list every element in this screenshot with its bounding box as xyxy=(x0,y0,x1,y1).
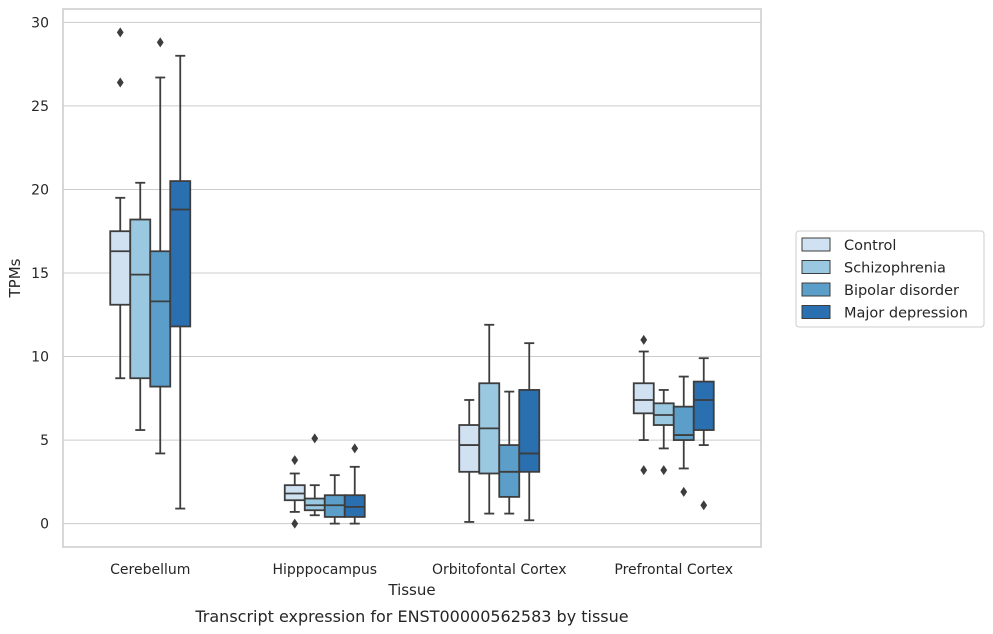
outlier-point xyxy=(116,27,124,38)
box xyxy=(109,230,132,306)
box-series-group xyxy=(169,54,715,525)
outlier-point xyxy=(311,433,319,444)
legend-label: Bipolar disorder xyxy=(844,283,959,299)
outlier-point xyxy=(291,455,299,466)
y-axis-label: TPMs xyxy=(6,258,24,298)
box xyxy=(692,380,715,431)
outlier-point xyxy=(660,465,668,476)
outlier-point xyxy=(351,443,359,454)
outlier-point xyxy=(640,334,648,345)
box-series-group xyxy=(149,37,695,525)
y-tick-label: 30 xyxy=(31,15,49,31)
box xyxy=(149,250,172,388)
y-tick-label: 0 xyxy=(40,517,49,533)
x-tick-label: Orbitofontal Cortex xyxy=(432,562,567,578)
y-axis-ticks: 0 5 10 15 20 25 30 xyxy=(31,15,49,532)
outlier-point xyxy=(116,77,124,88)
x-axis-label: Tissue xyxy=(387,581,435,599)
legend-swatch xyxy=(801,282,831,297)
box-series-group xyxy=(129,181,675,517)
box xyxy=(169,180,192,328)
legend-swatch xyxy=(801,305,831,319)
y-tick-label: 20 xyxy=(31,182,49,198)
x-axis-ticks: Cerebellum Hipppocampus Orbitofontal Corte… xyxy=(110,562,733,578)
x-tick-label: Cerebellum xyxy=(110,562,190,578)
legend-label: Control xyxy=(844,238,896,254)
chart-caption: Transcript expression for ENST0000056258… xyxy=(194,607,628,626)
box xyxy=(518,389,541,473)
x-tick-label: Prefrontal Cortex xyxy=(614,562,733,578)
y-tick-label: 10 xyxy=(31,350,49,366)
legend-label: Major depression xyxy=(844,306,968,322)
y-tick-label: 5 xyxy=(40,433,49,449)
box xyxy=(129,218,152,380)
legend-label: Schizophrenia xyxy=(844,261,946,277)
outlier-point xyxy=(680,486,688,497)
box xyxy=(458,424,481,473)
legend-frame xyxy=(795,230,985,328)
outlier-point xyxy=(700,500,708,511)
outlier-point xyxy=(156,37,164,48)
y-tick-label: 25 xyxy=(31,99,49,115)
outlier-point xyxy=(291,518,299,529)
box xyxy=(632,382,655,415)
box-series xyxy=(109,27,715,529)
legend: Control Schizophrenia Bipolar disorder Majo… xyxy=(795,230,985,328)
legend-swatch xyxy=(801,260,831,274)
x-tick-label: Hipppocampus xyxy=(272,562,377,578)
outlier-point xyxy=(640,465,648,476)
y-tick-label: 15 xyxy=(31,266,49,282)
legend-swatch xyxy=(801,237,831,252)
